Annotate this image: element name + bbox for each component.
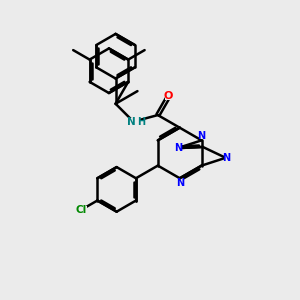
Text: H: H [137,117,145,127]
Bar [176,145,181,151]
Text: O: O [164,92,173,101]
Bar [199,133,204,139]
Bar [224,155,229,161]
Bar [128,118,140,125]
Text: N: N [176,178,184,188]
Bar [165,93,172,100]
Text: N: N [197,131,206,141]
Text: N: N [127,117,135,127]
Text: Cl: Cl [75,205,87,215]
Text: N: N [222,153,230,163]
Bar [177,180,182,186]
Text: N: N [174,143,182,153]
Bar [75,206,87,214]
